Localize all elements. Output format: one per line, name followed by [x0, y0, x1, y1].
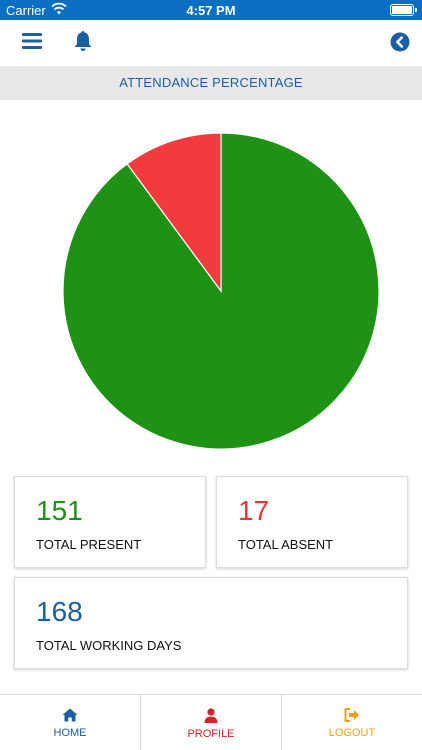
menu-icon[interactable] — [22, 32, 42, 50]
attendance-pie-chart — [62, 132, 380, 450]
total-absent-card: 17 TOTAL ABSENT — [216, 476, 408, 568]
pie-slice-1 — [126, 132, 222, 293]
total-present-value: 151 — [36, 495, 83, 526]
back-icon[interactable] — [390, 32, 410, 52]
carrier-label: Carrier — [6, 3, 46, 18]
tab-profile[interactable]: PROFILE — [141, 695, 282, 750]
nav-bar — [0, 20, 422, 66]
total-absent-value: 17 — [238, 495, 270, 526]
tab-profile-label: PROFILE — [187, 728, 235, 740]
total-present-card: 151 TOTAL PRESENT — [14, 476, 206, 568]
total-working-days-value: 168 — [36, 596, 83, 627]
bell-icon[interactable] — [73, 30, 93, 52]
status-bar: Carrier 4:57 PM — [0, 0, 422, 20]
clock: 4:57 PM — [186, 3, 236, 18]
total-absent-label: TOTAL ABSENT — [238, 537, 334, 552]
wifi-icon — [51, 2, 67, 15]
tab-bar: HOME PROFILE LOGOUT — [0, 694, 422, 750]
section-header: ATTENDANCE PERCENTAGE — [0, 66, 422, 100]
logout-icon — [344, 708, 359, 722]
tab-logout-label: LOGOUT — [328, 727, 376, 739]
tab-home[interactable]: HOME — [0, 695, 141, 750]
home-icon — [62, 708, 78, 722]
total-working-days-label: TOTAL WORKING DAYS — [36, 638, 182, 653]
total-working-days-card: 168 TOTAL WORKING DAYS — [14, 577, 408, 669]
total-present-label: TOTAL PRESENT — [36, 537, 142, 552]
tab-home-label: HOME — [53, 727, 87, 739]
battery-icon — [390, 4, 417, 16]
tab-logout[interactable]: LOGOUT — [282, 695, 422, 750]
user-icon — [204, 708, 218, 723]
